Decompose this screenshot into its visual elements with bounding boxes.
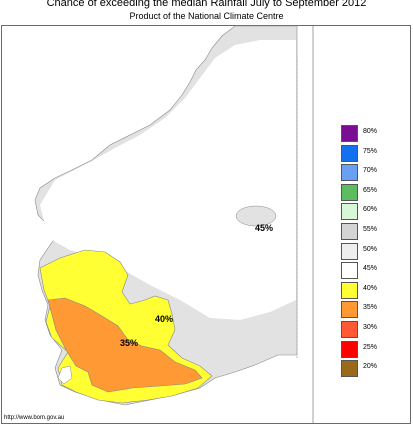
legend-label: 75% (363, 147, 378, 155)
legend-item: 55% (339, 222, 384, 241)
legend-label: 25% (363, 343, 378, 351)
legend-label: 60% (363, 206, 378, 214)
region-label-35: 35% (120, 338, 139, 348)
legend-item: 75% (339, 144, 384, 163)
legend-swatch (341, 223, 358, 240)
legend-label: 50% (363, 245, 378, 253)
legend-swatch (341, 144, 358, 162)
legend-swatch (341, 340, 358, 358)
legend-swatch (341, 262, 358, 280)
legend: 80% 75% 70% 65% 60% 55% 50% 45% 40% 35% 30% 25% 20% (339, 124, 384, 396)
legend-label: 35% (363, 304, 378, 312)
legend-swatch (341, 281, 358, 299)
legend-label: 55% (363, 226, 378, 233)
region-label-40: 40% (155, 314, 174, 324)
legend-label: 70% (363, 167, 378, 175)
legend-item: 30% (339, 320, 384, 339)
legend-label: 45% (363, 265, 378, 273)
legend-item: 65% (339, 183, 384, 202)
legend-swatch (341, 360, 358, 378)
legend-swatch (341, 125, 358, 142)
grey-patch (235, 205, 277, 227)
legend-item: 20% (339, 359, 384, 378)
legend-label: 30% (363, 324, 378, 331)
legend-item: 35% (339, 300, 384, 319)
map-subtitle: Product of the National Climate Centre (129, 11, 284, 21)
region-small-patch (57, 365, 73, 385)
legend-swatch (341, 242, 358, 260)
legend-item: 50% (339, 242, 384, 261)
legend-label: 40% (363, 284, 378, 292)
legend-label: 20% (363, 363, 378, 371)
region-35-percent (47, 297, 203, 393)
source-url[interactable]: http://www.bom.gov.au (4, 415, 65, 421)
legend-swatch (341, 164, 358, 182)
legend-swatch (341, 183, 358, 201)
legend-item: 70% (339, 163, 384, 182)
land-white-region (40, 40, 296, 320)
legend-label: 80% (363, 128, 378, 135)
legend-item: 40% (339, 281, 384, 300)
legend-item: 80% (339, 124, 384, 143)
legend-swatch (341, 321, 358, 338)
legend-swatch (341, 301, 358, 319)
region-label-45: 45% (255, 223, 274, 233)
legend-swatch (341, 203, 358, 221)
map-title: Chance of exceeding the median Rainfall … (46, 0, 367, 9)
legend-label: 65% (363, 186, 378, 194)
legend-item: 25% (339, 340, 384, 359)
legend-item: 45% (339, 261, 384, 280)
legend-item: 60% (339, 202, 384, 221)
